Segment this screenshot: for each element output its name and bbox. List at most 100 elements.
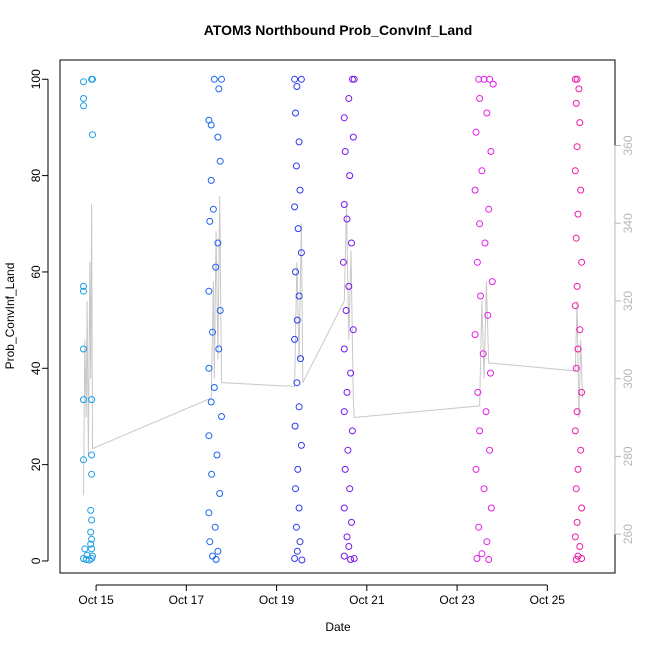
y-tick-label: 40: [29, 361, 43, 375]
data-point: [339, 258, 347, 266]
data-point: [577, 446, 585, 454]
data-point: [207, 398, 215, 406]
data-point: [487, 369, 494, 377]
right-tick-label: 300: [621, 368, 635, 388]
data-point: [292, 162, 300, 170]
right-axis: 260 280 300 320 340 360: [614, 135, 635, 544]
data-point: [480, 485, 488, 493]
data-point: [341, 465, 349, 473]
data-point: [342, 307, 350, 314]
x-tick-label: Oct 23: [439, 593, 475, 607]
data-point: [574, 210, 582, 218]
data-point: [573, 408, 581, 416]
data-point: [210, 75, 218, 83]
data-point: [210, 384, 218, 391]
plot-frame: [59, 59, 616, 574]
x-tick-label: Oct 25: [530, 593, 566, 607]
data-point: [473, 555, 481, 562]
data-point: [293, 547, 301, 555]
series-group: [80, 75, 96, 564]
data-point: [206, 538, 214, 546]
data-point: [205, 432, 213, 440]
data-point: [573, 75, 581, 83]
data-point: [297, 355, 304, 363]
data-point: [476, 95, 484, 102]
data-point: [348, 518, 355, 526]
data-point: [294, 225, 302, 233]
data-point: [205, 364, 213, 372]
data-point: [484, 311, 492, 319]
data-point: [472, 465, 480, 473]
data-point: [348, 427, 356, 435]
data-point: [577, 186, 585, 194]
data-point: [474, 388, 482, 396]
data-point: [482, 408, 490, 416]
chart-title: ATOM3 Northbound Prob_ConvInf_Land: [204, 22, 473, 38]
data-point: [476, 220, 484, 228]
data-point: [291, 555, 299, 562]
data-point: [88, 396, 96, 404]
data-point: [344, 446, 352, 454]
data-point: [574, 552, 582, 560]
data-point: [81, 545, 89, 553]
data-point: [571, 427, 579, 435]
data-point: [340, 201, 348, 208]
data-point: [87, 540, 95, 548]
data-point: [207, 121, 215, 129]
data-point: [473, 258, 481, 266]
data-point: [487, 148, 495, 155]
y-axis: 0 20 40 60 80 100: [29, 69, 49, 564]
data-point: [80, 282, 87, 290]
data-point: [293, 316, 301, 324]
data-point: [350, 555, 358, 562]
data-point: [211, 523, 219, 531]
data-point: [205, 287, 213, 295]
data-point: [214, 239, 222, 247]
data-point: [345, 95, 353, 102]
x-tick-label: Oct 15: [78, 593, 114, 607]
data-point: [294, 465, 302, 473]
data-point: [483, 109, 491, 117]
data-point: [340, 504, 348, 512]
right-tick-label: 280: [621, 446, 635, 466]
data-point: [485, 205, 493, 213]
data-point: [215, 85, 223, 93]
data-point: [206, 217, 214, 225]
points-layer: [80, 75, 586, 564]
data-point: [345, 282, 353, 290]
data-point: [347, 369, 355, 377]
data-point: [216, 307, 224, 314]
data-point: [205, 509, 213, 517]
data-point: [343, 215, 351, 223]
trace-line-layer: [83, 195, 583, 496]
data-point: [298, 556, 306, 564]
data-point: [209, 552, 216, 560]
right-tick-label: 260: [621, 524, 635, 544]
data-point: [476, 427, 484, 435]
data-point: [340, 552, 348, 560]
data-point: [578, 504, 586, 512]
data-point: [340, 345, 348, 353]
data-point: [295, 403, 303, 411]
data-point: [212, 263, 220, 271]
data-point: [89, 552, 96, 560]
data-point: [348, 239, 355, 247]
data-point: [80, 345, 87, 353]
data-point: [575, 85, 583, 93]
data-point: [475, 523, 483, 531]
data-point: [346, 485, 354, 493]
data-point: [295, 292, 303, 300]
data-point: [207, 176, 215, 184]
data-point: [292, 485, 299, 493]
x-tick-label: Oct 17: [169, 593, 205, 607]
y-tick-label: 20: [29, 458, 43, 472]
data-point: [87, 528, 95, 536]
data-point: [209, 205, 217, 213]
data-point: [478, 167, 486, 175]
data-point: [297, 249, 305, 257]
data-point: [218, 413, 225, 420]
data-point: [340, 408, 348, 416]
data-point: [80, 78, 87, 86]
y-axis-label: Prob_ConvInf_Land: [3, 263, 17, 370]
